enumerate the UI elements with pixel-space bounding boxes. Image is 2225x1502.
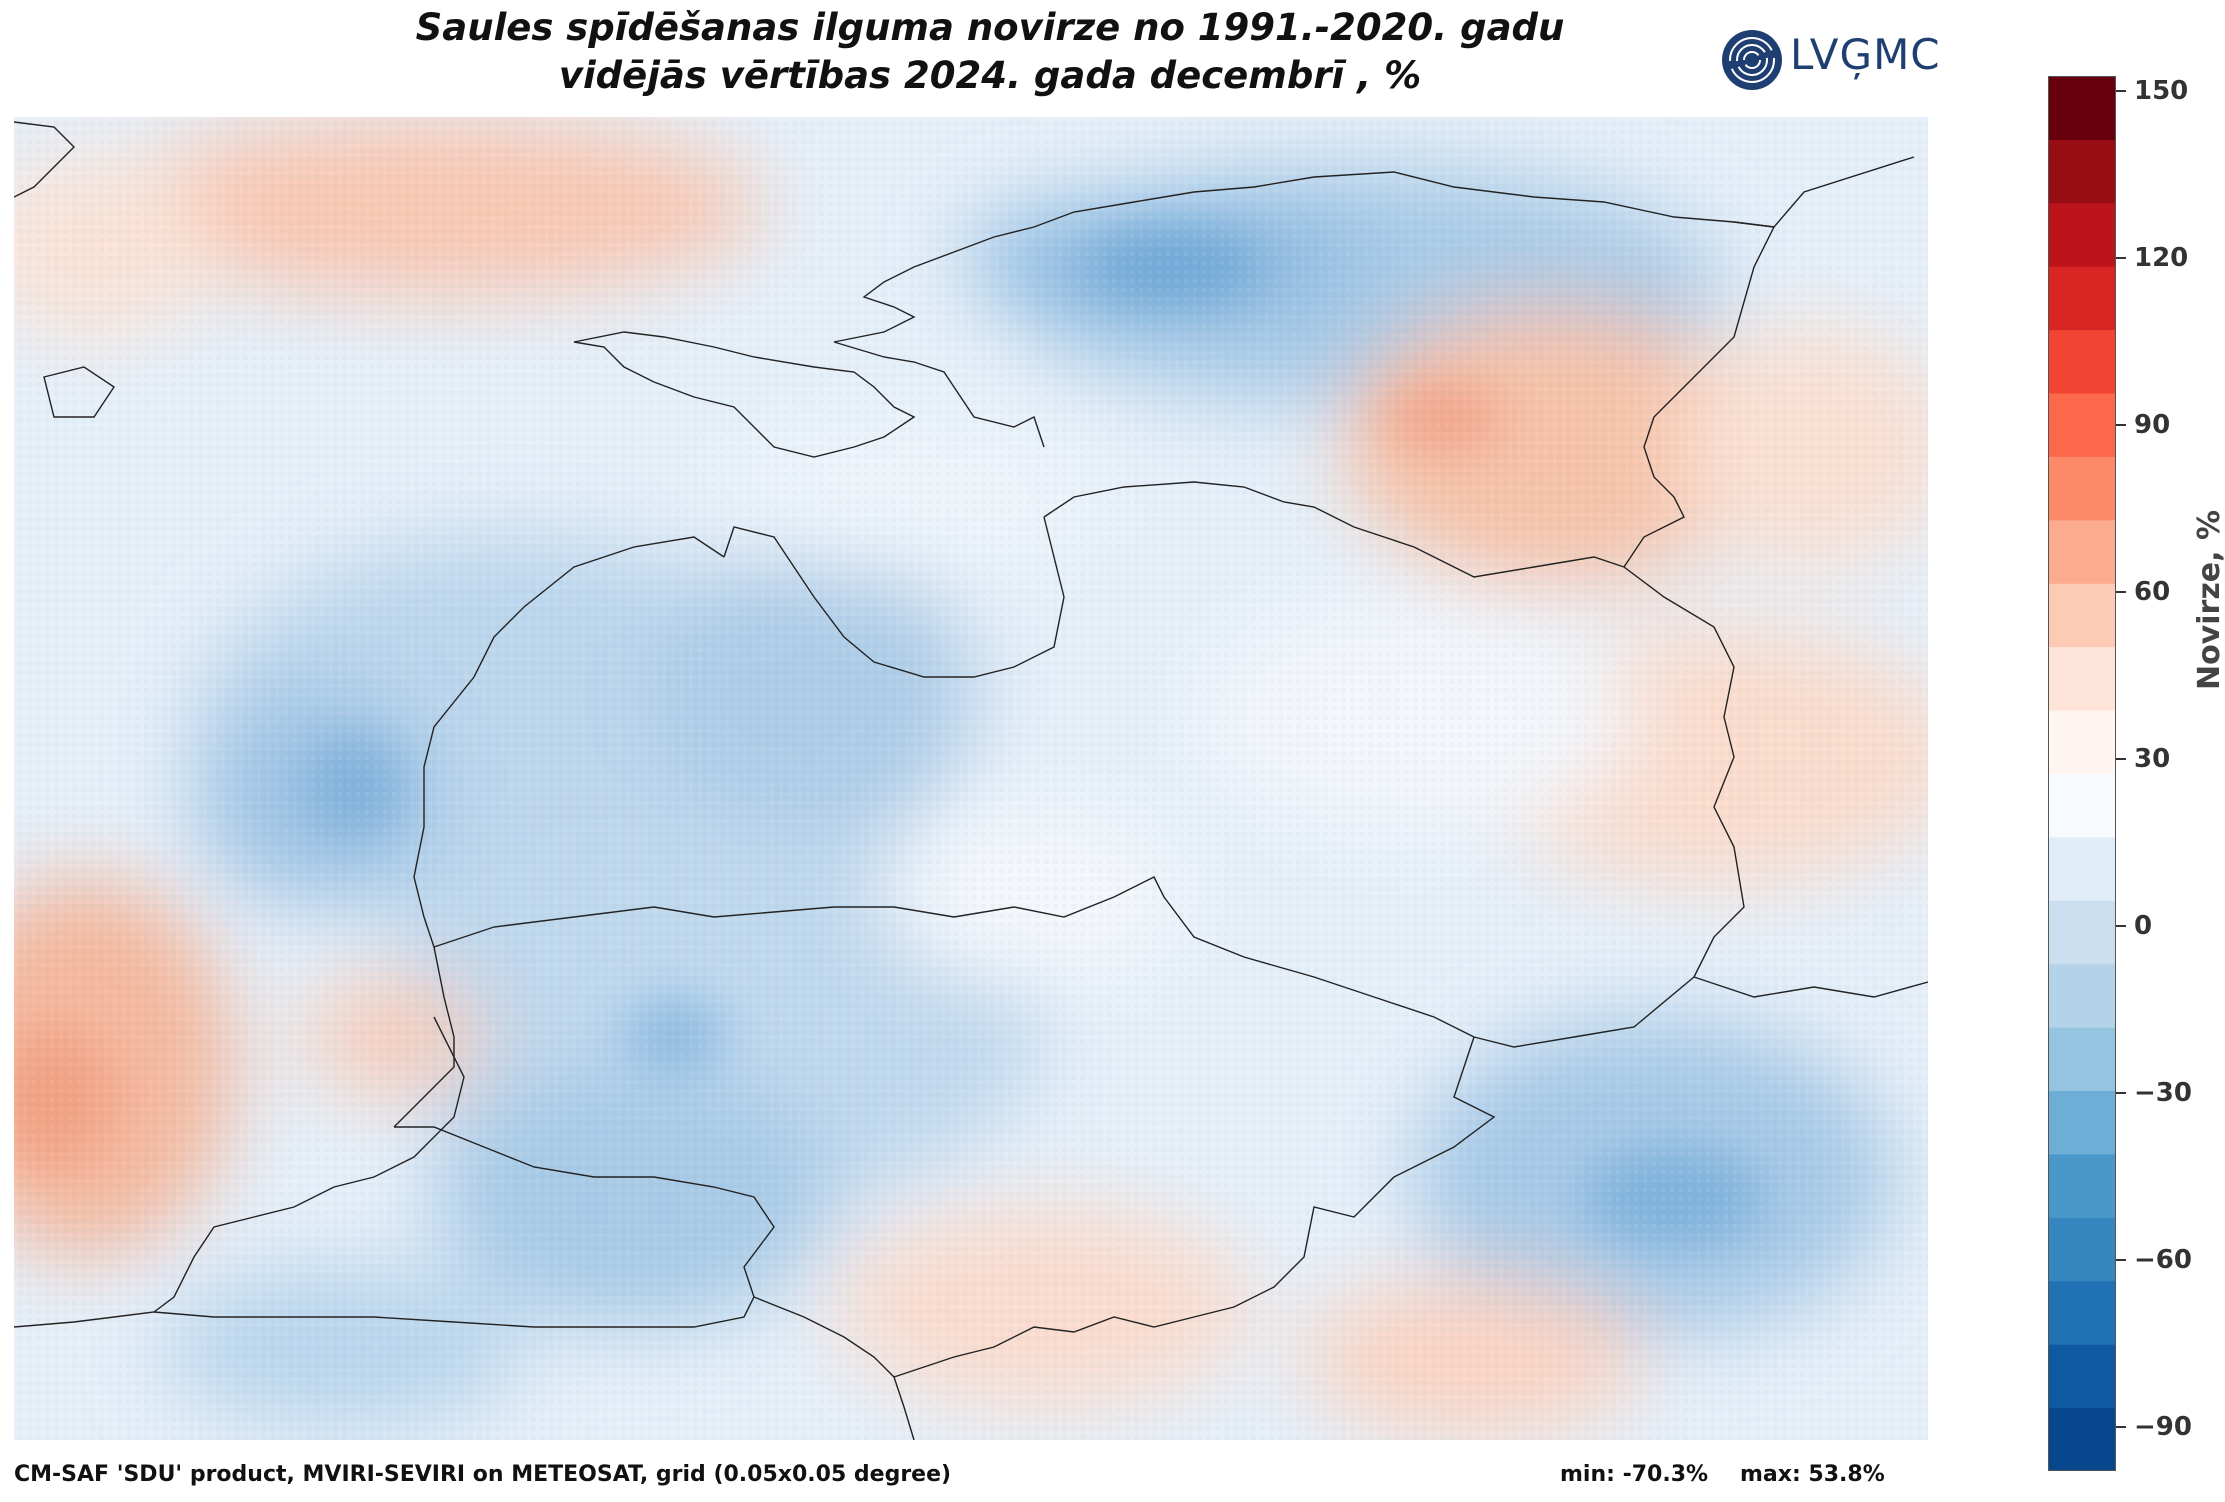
colorbar-segment: [2048, 583, 2116, 648]
logo-globe-icon: [1722, 30, 1782, 90]
colorbar-tick: −30: [2116, 1078, 2196, 1108]
colorbar-ticks: 150 120 90 60 30 0 −30 −60 −90: [2116, 76, 2196, 1471]
colorbar-segment: [2048, 963, 2116, 1028]
colorbar-segment: [2048, 1407, 2116, 1471]
colorbar-segment: [2048, 266, 2116, 331]
colorbar-segment: [2048, 836, 2116, 901]
coastlines-and-borders: [14, 121, 1928, 1440]
poland-lithuania-border: [753, 1296, 915, 1440]
curonian-spit: [333, 1016, 465, 1188]
gulf-of-riga-coast: [723, 516, 1065, 678]
colorbar-segment: [2048, 519, 2116, 584]
russia-east-border: [1693, 976, 1928, 998]
estonia-north-coast: [833, 156, 1915, 448]
lithuania-coast: [393, 946, 455, 1128]
latvia-belarus-border: [1473, 976, 1695, 1048]
colorbar: [2048, 76, 2116, 1471]
colorbar-tick: −90: [2116, 1412, 2196, 1442]
latvia-russia-border: [1623, 566, 1745, 978]
colorbar-tick: 150: [2116, 76, 2196, 106]
kaliningrad-border: [153, 1126, 775, 1328]
title-line-1: Saules spīdēšanas ilguma novirze no 1991…: [415, 6, 1565, 49]
max-value: max: 53.8%: [1740, 1462, 1885, 1487]
colorbar-segment: [2048, 393, 2116, 457]
gotland-coast: [43, 366, 115, 418]
logo-text: LVĢMC: [1790, 30, 1941, 79]
colorbar-segment: [2048, 1027, 2116, 1092]
sweden-coast: [14, 121, 75, 198]
colorbar-segment: [2048, 1090, 2116, 1155]
colorbar-tick: 90: [2116, 410, 2196, 440]
colorbar-tick: −60: [2116, 1245, 2196, 1275]
colorbar-segment: [2048, 646, 2116, 711]
colorbar-segment: [2048, 202, 2116, 267]
estonia-east-border: [1623, 221, 1776, 568]
data-source-note: CM-SAF 'SDU' product, MVIRI-SEVIRI on ME…: [14, 1462, 952, 1487]
colorbar-tick: 120: [2116, 243, 2196, 273]
title-line-2: vidējās vērtības 2024. gada decembrī , %: [558, 54, 1422, 97]
colorbar-tick: 0: [2116, 911, 2196, 941]
colorbar-segment: [2048, 773, 2116, 838]
colorbar-segment: [2048, 329, 2116, 394]
latvia-west-coast: [413, 536, 725, 948]
pixel-texture: [14, 117, 1928, 1440]
colorbar-tick: 30: [2116, 744, 2196, 774]
colorbar-segment: [2048, 1217, 2116, 1282]
latvia-lithuania-border: [433, 876, 1475, 1038]
colorbar-segment: [2048, 1344, 2116, 1409]
map-title: Saules spīdēšanas ilguma novirze no 1991…: [260, 4, 1720, 100]
min-value: min: -70.3%: [1560, 1462, 1709, 1487]
kaliningrad-coast: [14, 1186, 335, 1328]
colorbar-segment: [2048, 1280, 2116, 1345]
lvgmc-logo: LVĢMC: [1720, 24, 1940, 96]
colorbar-border: [2048, 76, 2116, 1471]
colorbar-segment: [2048, 900, 2116, 965]
colorbar-segment: [2048, 139, 2116, 204]
colorbar-tick: 60: [2116, 577, 2196, 607]
colorbar-segment: [2048, 76, 2116, 140]
anomaly-map: [14, 117, 1928, 1440]
colorbar-label: Novirze, %: [2192, 509, 2225, 691]
estonia-latvia-border: [1043, 481, 1625, 578]
colorbar-segment: [2048, 1153, 2116, 1218]
colorbar-segment: [2048, 456, 2116, 521]
saaremaa-coast: [573, 331, 916, 458]
lithuania-belarus-border: [893, 1036, 1496, 1378]
colorbar-segment: [2048, 710, 2116, 774]
